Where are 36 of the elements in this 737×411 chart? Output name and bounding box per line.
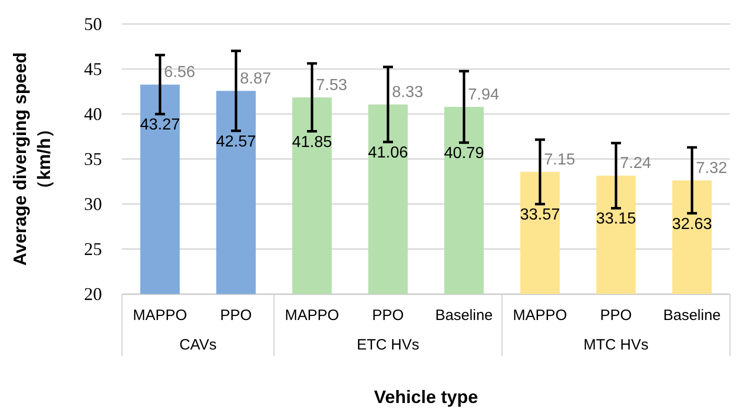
- x-tick-label: Baseline: [663, 307, 721, 324]
- y-tick-label: 20: [84, 284, 102, 304]
- y-axis-title: Average diverging speed （km/h）: [10, 52, 54, 266]
- x-tick-label: Baseline: [435, 307, 493, 324]
- annotation: 6.56: [164, 64, 196, 82]
- y-tick-label: 45: [84, 59, 102, 79]
- x-tick-label: MAPPO: [284, 307, 340, 324]
- data-label: 41.85: [292, 134, 332, 151]
- annotation: 7.94: [468, 86, 500, 104]
- y-tick-label: 40: [84, 104, 102, 124]
- x-tick-label: MAPPO: [132, 307, 188, 324]
- y-tick-label: 35: [84, 149, 102, 169]
- text: CAVs: [179, 336, 217, 354]
- data-label: 41.06: [368, 144, 408, 162]
- x-tick-label: MAPPO: [512, 307, 568, 324]
- data-label: 40.79: [444, 145, 484, 162]
- data-label: 32.63: [672, 216, 712, 233]
- data-label: 43.27: [140, 116, 180, 134]
- text: MTC HVs: [584, 336, 648, 354]
- annotation: 8.87: [240, 70, 272, 88]
- annotation: 7.53: [316, 76, 348, 94]
- x-axis-title: Vehicle type: [374, 387, 478, 407]
- y-tick-label: 30: [84, 194, 102, 214]
- data-label: 33.57: [520, 206, 560, 224]
- data-label: 33.15: [596, 210, 636, 228]
- annotation: 7.32: [696, 160, 728, 177]
- y-tick-label: 50: [84, 14, 102, 34]
- x-tick-label: PPO: [220, 307, 252, 324]
- annotation: 7.24: [620, 155, 652, 172]
- text: ETC HVs: [356, 336, 420, 354]
- y-tick-label: 25: [84, 239, 102, 259]
- data-label: 42.57: [216, 133, 256, 150]
- x-tick-label: PPO: [372, 307, 404, 324]
- x-tick-label: PPO: [600, 307, 632, 324]
- annotation: 7.15: [544, 151, 576, 168]
- annotation: 8.33: [392, 84, 424, 101]
